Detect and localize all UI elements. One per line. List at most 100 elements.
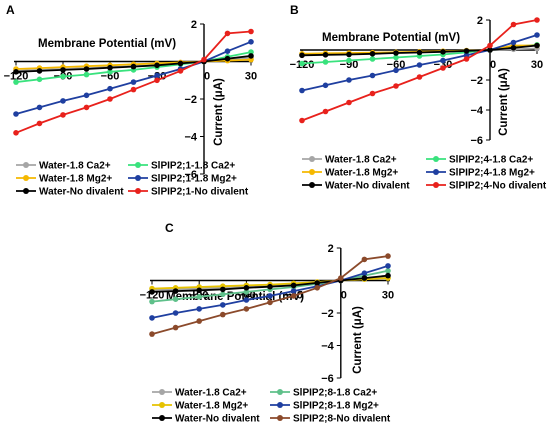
data-point: [385, 268, 391, 274]
legend-swatch-marker: [277, 389, 283, 395]
series-4: [149, 263, 391, 321]
data-point: [177, 60, 184, 67]
x-axis-title: Membrane Potential (mV): [38, 38, 176, 50]
legend-item: SlPIP2;4-1.8 Ca2+: [426, 155, 533, 166]
data-point: [299, 87, 305, 94]
data-point: [416, 49, 423, 56]
legend-swatch-marker: [23, 162, 29, 168]
data-point: [224, 30, 231, 37]
data-point: [36, 120, 43, 127]
legend-item: Water-No divalent: [16, 187, 124, 198]
data-point: [393, 50, 399, 56]
data-point: [440, 57, 446, 64]
data-point: [393, 67, 399, 74]
data-point: [13, 79, 19, 85]
data-point: [83, 104, 90, 111]
data-point: [36, 68, 43, 74]
legend-label: SlPIP2;4-1.8 Ca2+: [449, 155, 533, 166]
panel-letter: B: [290, 3, 299, 17]
data-point: [361, 275, 368, 281]
data-point: [299, 60, 305, 67]
data-point: [393, 83, 399, 89]
data-point: [248, 39, 254, 45]
series-6: [13, 28, 254, 136]
data-point: [369, 56, 376, 62]
legend-item: Water-No divalent: [152, 414, 260, 425]
data-point: [149, 298, 155, 305]
data-point: [172, 296, 179, 303]
data-point: [534, 42, 540, 49]
data-point: [534, 32, 540, 38]
data-point: [172, 310, 179, 316]
data-point: [172, 288, 179, 294]
legend-label: Water-1.8 Mg2+: [175, 401, 248, 412]
legend-swatch-marker: [433, 169, 439, 175]
data-point: [248, 53, 254, 59]
legend-item: SlPIP2;1-No divalent: [128, 187, 249, 198]
data-point: [83, 92, 90, 99]
data-point: [243, 297, 250, 303]
legend-item: Water-1.8 Ca2+: [16, 161, 111, 172]
legend-item: Water-1.8 Mg2+: [302, 168, 398, 179]
legend-item: Water-1.8 Ca2+: [152, 388, 247, 399]
data-point: [322, 82, 329, 89]
data-point: [220, 311, 226, 318]
legend-swatch-marker: [135, 175, 141, 181]
legend-swatch-marker: [433, 182, 439, 188]
data-point: [149, 289, 155, 295]
legend-swatch-marker: [277, 415, 283, 421]
data-point: [322, 59, 329, 65]
y-tick-label: −2: [470, 75, 483, 87]
x-tick-label: 0: [490, 59, 496, 71]
series-6: [149, 253, 391, 337]
data-point: [201, 56, 207, 63]
legend-item: SlPIP2;8-1.8 Mg2+: [270, 401, 379, 412]
legend-swatch-marker: [135, 162, 141, 168]
data-point: [346, 77, 352, 83]
data-point: [510, 21, 517, 28]
data-point: [60, 112, 66, 118]
legend-item: SlPIP2;4-No divalent: [426, 181, 547, 192]
data-point: [196, 306, 202, 312]
y-tick-label: −4: [184, 132, 197, 144]
x-tick-label: −60: [387, 59, 406, 71]
y-tick-label: 2: [328, 243, 334, 255]
data-point: [13, 69, 19, 75]
data-point: [393, 54, 399, 61]
legend-label: Water-1.8 Mg2+: [325, 168, 398, 179]
series-4: [299, 32, 540, 94]
data-point: [416, 74, 423, 80]
legend-label: Water-No divalent: [325, 181, 410, 192]
series-5: [299, 42, 540, 59]
legend-label: Water-1.8 Ca2+: [325, 155, 397, 166]
data-point: [248, 28, 254, 35]
data-point: [369, 72, 376, 79]
legend-item: SlPIP2;8-1.8 Ca2+: [270, 388, 377, 399]
data-point: [267, 283, 273, 290]
legend-label: SlPIP2;1-1.8 Ca2+: [151, 161, 235, 172]
x-tick-label: −120: [4, 71, 29, 83]
legend-item: SlPIP2;1-1.8 Ca2+: [128, 161, 235, 172]
data-point: [346, 99, 352, 106]
legend-item: Water-No divalent: [302, 181, 410, 192]
legend: Water-1.8 Ca2+ SlPIP2;4-1.8 Ca2+ Water-1.8…: [302, 155, 547, 192]
data-point: [322, 108, 329, 115]
data-point: [385, 263, 391, 269]
legend-label: Water-No divalent: [175, 414, 260, 425]
legend-swatch-marker: [433, 156, 439, 162]
data-point: [322, 52, 329, 58]
data-point: [149, 331, 155, 337]
data-point: [83, 66, 90, 72]
legend-swatch-marker: [309, 182, 315, 188]
data-point: [369, 51, 376, 57]
data-point: [220, 286, 226, 293]
x-tick-label: 30: [245, 71, 257, 83]
data-point: [267, 299, 273, 306]
data-point: [36, 76, 43, 83]
data-point: [60, 98, 66, 104]
data-point: [107, 85, 113, 92]
y-axis-title: Current (μA): [213, 78, 225, 146]
data-point: [243, 289, 250, 295]
data-point: [487, 47, 493, 53]
